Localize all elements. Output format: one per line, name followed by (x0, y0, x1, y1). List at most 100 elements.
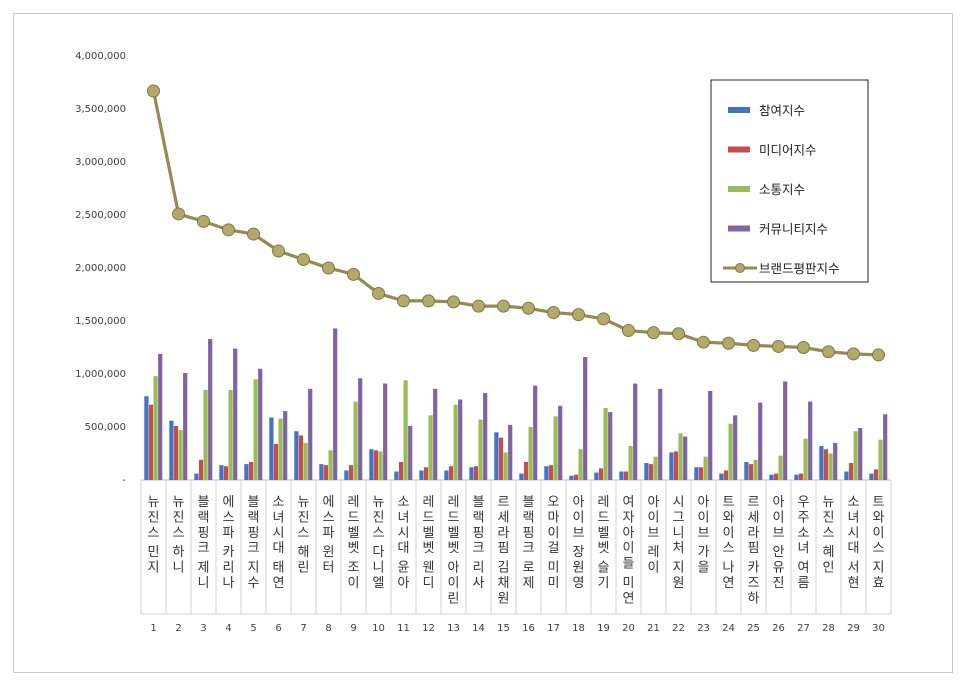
bar-1-13 (444, 470, 449, 480)
bar-2-27 (798, 473, 804, 480)
bar-3-23 (703, 456, 708, 480)
x-rank-label: 9 (350, 623, 356, 634)
bar-1-14 (469, 467, 474, 480)
bar-3-24 (728, 423, 733, 480)
bar-4-13 (458, 399, 463, 480)
line-point-25 (747, 338, 760, 352)
bar-2-22 (673, 451, 679, 480)
bar-2-20 (623, 471, 629, 480)
line-point-17 (547, 306, 560, 320)
line-point-2 (172, 207, 185, 221)
bar-4-29 (858, 428, 863, 480)
bar-2-10 (373, 450, 379, 480)
x-rank-label: 24 (722, 623, 735, 634)
line-point-30 (872, 348, 885, 362)
bar-2-26 (773, 473, 779, 480)
bar-4-12 (433, 388, 438, 480)
line-point-23 (697, 335, 710, 349)
bar-3-28 (828, 453, 833, 480)
bar-2-25 (748, 464, 754, 480)
x-rank-label: 13 (447, 623, 460, 634)
x-rank-label: 14 (472, 623, 485, 634)
bar-4-17 (558, 405, 563, 480)
line-point-4 (222, 223, 235, 237)
bar-1-28 (819, 446, 824, 480)
line-point-1 (147, 84, 160, 98)
bar-2-13 (448, 466, 454, 480)
bar-4-18 (583, 357, 588, 480)
bar-3-18 (578, 449, 583, 480)
x-rank-label: 2 (175, 623, 181, 634)
x-rank-label: 16 (522, 623, 535, 634)
bar-1-20 (619, 471, 624, 480)
x-rank-label: 27 (797, 623, 810, 634)
bar-3-3 (203, 389, 208, 480)
line-point-7 (297, 253, 310, 267)
bar-1-22 (669, 452, 674, 480)
bar-1-18 (569, 475, 574, 480)
x-rank-label: 19 (597, 623, 610, 634)
x-rank-label: 1 (150, 623, 156, 634)
line-point-29 (847, 347, 860, 361)
x-rank-label: 11 (397, 623, 410, 634)
bar-1-23 (694, 467, 699, 480)
line-point-13 (447, 295, 460, 309)
bar-3-13 (453, 404, 458, 480)
x-axis: 뉴 진 스 민 지 1 뉴 진 스 하 니 2 블 랙 핑 크 제 니 3 에 스 파 카 리 나 4 블 랙 핑 크 지 수 5 소 녀 시 대 태 연 6… (140, 480, 892, 634)
line-point-5 (247, 227, 260, 241)
bar-3-8 (328, 450, 333, 480)
legend-marker (735, 263, 745, 273)
x-rank-label: 10 (372, 623, 385, 634)
bar-4-7 (308, 388, 313, 480)
bar-1-1 (144, 396, 149, 480)
bar-1-11 (394, 471, 399, 480)
x-rank-label: 23 (697, 623, 710, 634)
chart-frame: - 500,000 1,000,000 1,500,000 2,000,000 2,500… (13, 13, 953, 673)
bar-4-22 (683, 436, 688, 480)
bar-3-25 (753, 459, 758, 480)
line-point-26 (772, 339, 785, 353)
y-tick-label: 4,000,000 (75, 51, 126, 62)
bar-1-8 (319, 464, 324, 480)
x-rank-label: 15 (497, 623, 510, 634)
bar-4-16 (533, 385, 538, 480)
bar-3-20 (628, 446, 633, 480)
bar-3-14 (478, 419, 483, 480)
x-rank-label: 12 (422, 623, 435, 634)
legend-box (710, 79, 869, 283)
line-point-15 (497, 299, 510, 313)
line-point-10 (372, 286, 385, 300)
bar-3-26 (778, 455, 783, 480)
bar-4-14 (483, 393, 488, 480)
legend-swatch (728, 146, 750, 153)
bar-3-4 (228, 389, 233, 480)
x-rank-label: 8 (325, 623, 331, 634)
bar-series (144, 328, 888, 480)
bar-1-7 (294, 431, 299, 480)
x-rank-label: 30 (872, 623, 885, 634)
legend-label: 미디어지수 (759, 143, 817, 158)
bar-4-10 (383, 383, 388, 480)
y-tick-label: - (122, 475, 126, 486)
bar-1-30 (869, 473, 874, 480)
bar-2-8 (323, 465, 329, 480)
legend-label: 브랜드평판지수 (759, 261, 840, 276)
line-point-12 (422, 294, 435, 308)
bar-4-6 (283, 411, 288, 480)
y-tick-label: 2,500,000 (75, 210, 126, 221)
y-tick-label: 3,500,000 (75, 104, 126, 115)
legend-label: 참여지수 (759, 103, 805, 118)
bar-4-5 (258, 368, 263, 480)
bar-3-17 (553, 416, 558, 480)
bar-1-2 (169, 420, 174, 480)
